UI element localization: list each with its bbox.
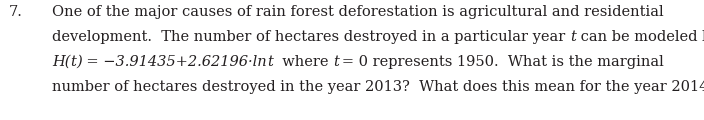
Text: H(: H( (52, 55, 70, 69)
Text: t: t (267, 55, 273, 69)
Text: ) = −3.91435+2.62196·ln: ) = −3.91435+2.62196·ln (76, 55, 267, 69)
Text: where: where (273, 55, 333, 69)
Text: t: t (570, 30, 576, 44)
Text: development.  The number of hectares destroyed in a particular year: development. The number of hectares dest… (52, 30, 570, 44)
Text: t: t (333, 55, 339, 69)
Text: 7.: 7. (9, 5, 23, 19)
Text: t: t (70, 55, 76, 69)
Text: number of hectares destroyed in the year 2013?  What does this mean for the year: number of hectares destroyed in the year… (52, 80, 704, 94)
Text: One of the major causes of rain forest deforestation is agricultural and residen: One of the major causes of rain forest d… (52, 5, 664, 19)
Text: = 0 represents 1950.  What is the marginal: = 0 represents 1950. What is the margina… (339, 55, 664, 69)
Text: can be modeled by: can be modeled by (576, 30, 704, 44)
